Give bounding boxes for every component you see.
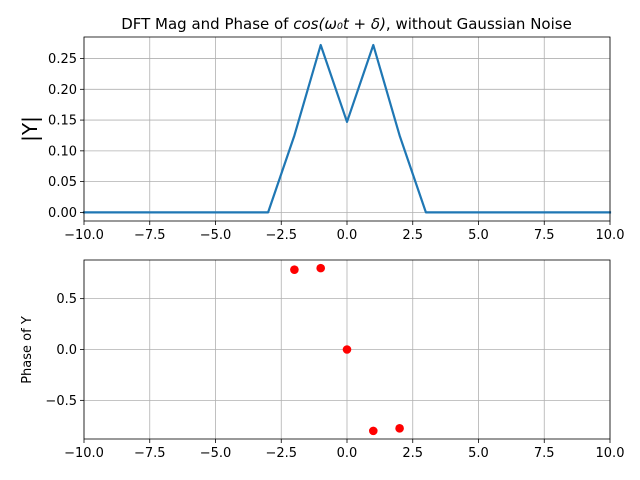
chart-title-prefix: DFT Mag and Phase of — [121, 15, 293, 33]
magnitude-x-tick-label: 10.0 — [596, 228, 625, 243]
phase-data-point — [369, 426, 378, 436]
phase-y-tick-label: 0.5 — [56, 292, 77, 307]
magnitude-y-tick-label: 0.25 — [48, 52, 77, 67]
magnitude-y-tick-label: 0.15 — [48, 114, 77, 129]
magnitude-x-tick-label: 2.5 — [402, 228, 423, 243]
phase-x-tick-label: 0.0 — [337, 446, 358, 461]
phase-x-tick-label: −10.0 — [64, 446, 104, 461]
phase-x-tick-label: 10.0 — [596, 446, 625, 461]
magnitude-x-tick-label: −7.5 — [134, 228, 166, 243]
magnitude-axes: DFT Mag and Phase of cos(ω₀t + δ), witho… — [18, 15, 624, 243]
phase-data-point — [316, 263, 326, 273]
chart-title: DFT Mag and Phase of cos(ω₀t + δ), witho… — [121, 15, 572, 33]
magnitude-x-tick-label: −2.5 — [265, 228, 297, 243]
phase-ticks: −10.0 −7.5 −5.0 −2.5 0.0 2.5 5.0 7.5 10.0 −0.5 0.0… — [45, 292, 624, 461]
magnitude-x-tick-label: −10.0 — [64, 228, 104, 243]
magnitude-y-axis-label: |Y| — [18, 116, 42, 142]
phase-x-tick-label: −7.5 — [134, 446, 166, 461]
phase-y-axis-label: Phase of Y — [20, 316, 35, 384]
phase-x-tick-label: 5.0 — [468, 446, 489, 461]
magnitude-y-tick-label: 0.10 — [48, 144, 77, 159]
magnitude-grid — [83, 37, 611, 221]
phase-x-tick-label: 2.5 — [402, 446, 423, 461]
phase-y-tick-label: −0.5 — [45, 394, 77, 409]
phase-x-tick-label: −2.5 — [265, 446, 297, 461]
phase-data-point — [395, 424, 404, 433]
magnitude-y-tick-label: 0.20 — [48, 83, 77, 98]
magnitude-x-tick-label: 0.0 — [337, 228, 358, 243]
phase-series — [290, 263, 404, 436]
chart-title-suffix: , without Gaussian Noise — [386, 15, 572, 33]
phase-axes: −10.0 −7.5 −5.0 −2.5 0.0 2.5 5.0 7.5 10.0 −0.5 0.0… — [20, 259, 624, 461]
phase-y-tick-label: 0.0 — [56, 343, 77, 358]
magnitude-x-tick-label: 7.5 — [534, 228, 555, 243]
phase-x-tick-label: 7.5 — [534, 446, 555, 461]
magnitude-x-tick-label: −5.0 — [200, 228, 232, 243]
magnitude-x-tick-label: 5.0 — [468, 228, 489, 243]
phase-data-point — [290, 265, 299, 274]
chart-title-math: cos(ω₀t + δ) — [293, 15, 386, 33]
magnitude-series — [82, 43, 612, 214]
magnitude-y-tick-label: 0.05 — [48, 175, 77, 190]
phase-data-point — [342, 345, 352, 354]
magnitude-y-tick-label: 0.00 — [48, 206, 77, 221]
magnitude-series-line — [82, 43, 612, 214]
phase-x-tick-label: −5.0 — [200, 446, 232, 461]
magnitude-ticks: −10.0 −7.5 −5.0 −2.5 0.0 2.5 5.0 7.5 10.0 0.00 0.0… — [48, 52, 624, 243]
